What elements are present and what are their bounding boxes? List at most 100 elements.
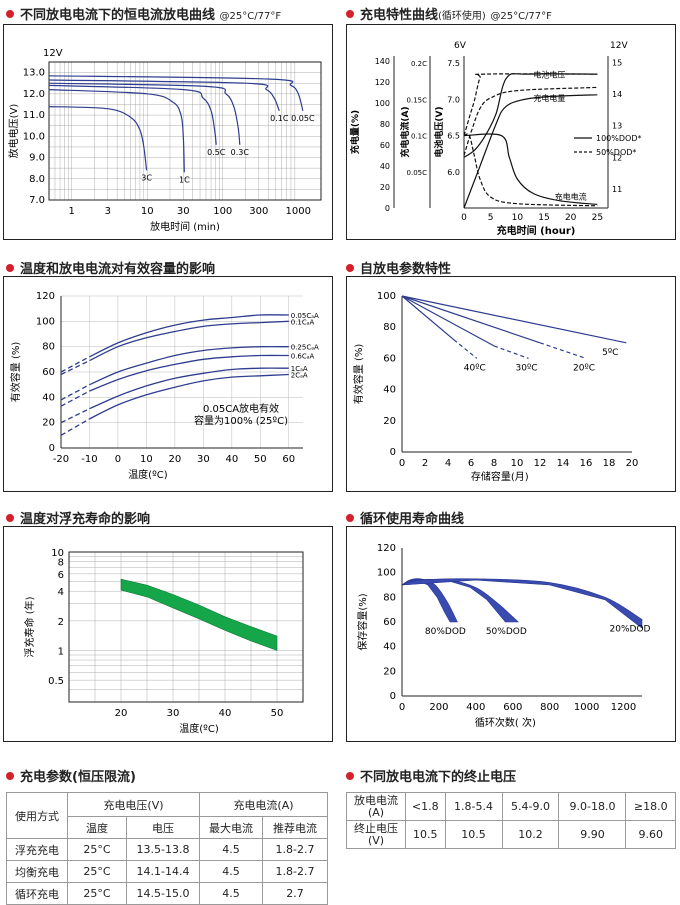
charge-curve [463, 133, 598, 205]
table-cell: 25°C [67, 882, 127, 905]
y-tick-label: 100 [36, 316, 55, 327]
x-tick-label: 40 [219, 708, 232, 719]
charge-params-table: 使用方式 充电电压(V) 充电电流(A) 温度 电压 最大电流 推荐电流 浮充充… [6, 792, 328, 905]
cutoff-voltage-title: 不同放电电流下的终止电压 [346, 766, 516, 785]
x-tick-label: 30 [167, 708, 180, 719]
table-subheader: 推荐电流 [262, 816, 328, 839]
x-tick-label: 20 [626, 458, 639, 469]
table-row: 均衡充电 25°C 14.1-14.4 4.5 1.8-2.7 [6, 860, 328, 883]
capacity-curve [89, 314, 289, 358]
y-tick-label: 100 [375, 99, 390, 108]
temp-capacity-title: 温度和放电电流对有效容量的影响 [6, 258, 215, 277]
y-axis-label: 充电电流(A) [399, 106, 411, 157]
capacity-curve [89, 373, 289, 420]
x-tick-label: 16 [580, 458, 593, 469]
capacity-curve-dashed [60, 408, 90, 424]
series-label: 50%DOD [486, 627, 527, 637]
x-tick-label: 14 [557, 458, 570, 469]
table-header: 充电电压(V) [67, 792, 200, 817]
y-tick-label: 1 [58, 646, 64, 657]
y-tick-label: 0.2C [411, 60, 427, 68]
bullet-icon [6, 264, 14, 272]
x-tick-label: 1 [69, 206, 75, 217]
annotation-text: 0.05CA放电有效 [203, 402, 279, 415]
cycle-life-title: 循环使用寿命曲线 [346, 508, 464, 527]
y-tick-label: 6.5 [447, 132, 460, 141]
y-tick-label: 12.0 [23, 89, 45, 100]
table-cell: 9.90 [558, 820, 627, 849]
series-label: 20ºC [573, 363, 595, 373]
charge-curve [463, 94, 598, 209]
chart-frame [346, 24, 676, 240]
bullet-icon [6, 772, 14, 780]
y-axis-label: 充电量(%) [349, 110, 361, 154]
x-tick-label: 2 [422, 458, 428, 469]
series-label: 20%DOD [610, 625, 651, 635]
table-subheader: 最大电流 [199, 816, 263, 839]
charge-curve [463, 73, 598, 136]
y-tick-label: 20 [380, 183, 390, 192]
y-tick-label: 13 [612, 122, 622, 131]
x-tick-label: 20 [115, 708, 128, 719]
bullet-icon [346, 10, 354, 18]
y-tick-label: 11 [612, 185, 622, 194]
x-axis-label: 放电时间 (min) [150, 220, 220, 233]
x-tick-label: 6 [468, 458, 474, 469]
table-header: 放电电流 (A) [346, 792, 406, 821]
bullet-icon [6, 10, 14, 18]
table-row: 终止电压 (V) 10.5 10.5 10.2 9.90 9.60 [346, 820, 676, 849]
x-tick-label: 200 [429, 702, 448, 713]
y-tick-label: 120 [36, 291, 55, 302]
x-tick-label: 4 [445, 458, 451, 469]
y-tick-label: 0.5 [48, 676, 64, 687]
bullet-icon [346, 772, 354, 780]
x-tick-label: 5 [488, 213, 494, 223]
x-axis-label: 循环次数( 次) [475, 716, 536, 729]
table-cell: 循环充电 [6, 882, 68, 905]
y-tick-label: 4 [58, 587, 64, 598]
y-tick-label: 60 [42, 367, 55, 378]
y-tick-label: 40 [383, 642, 396, 653]
x-tick-label: -20 [53, 454, 69, 465]
bullet-icon [346, 514, 354, 522]
y-tick-label: 0.05C [407, 169, 428, 177]
x-tick-label: 20 [169, 454, 182, 465]
cycle-life-band [401, 578, 643, 629]
discharge-chart: 1 3 10 30 100 300 1000 7.0 8.0 9.0 10.0 11.0 12.0 13.… [3, 24, 333, 240]
y-axis-label: 浮充寿命 (年) [23, 596, 36, 657]
y-tick-label: 40 [383, 385, 396, 396]
table-cell: 4.5 [199, 860, 263, 883]
table-cell: 均衡充电 [6, 860, 68, 883]
x-tick-label: 40 [225, 454, 238, 465]
x-tick-label: 600 [503, 702, 522, 713]
curve-label: 电池电压 [533, 70, 565, 80]
chart-frame [3, 24, 333, 240]
cycle-life-band [401, 578, 458, 623]
chart-frame [3, 276, 333, 492]
capacity-curve-dashed [60, 390, 90, 407]
y-tick-label: 20 [383, 666, 396, 677]
capacity-curve-dashed [60, 384, 90, 401]
y-tick-label: 6 [58, 570, 64, 581]
float-life-title: 温度对浮充寿命的影响 [6, 508, 150, 527]
x-tick-label: 18 [603, 458, 616, 469]
table-cell: 2.7 [262, 882, 328, 905]
chart-frame [346, 276, 676, 492]
x-tick-label: 8 [491, 458, 497, 469]
table-cell: 1.8-5.4 [444, 792, 503, 821]
table-cell: <1.8 [405, 792, 446, 821]
curve-label: 充电电量 [533, 93, 565, 103]
series-label: 40ºC [464, 363, 486, 373]
self-discharge-chart: 0 2 4 6 8 10 12 14 16 18 20 0 20 40 60 80 100 存储容量(月) 有效容量… [346, 276, 676, 492]
x-tick-label: 10 [141, 206, 154, 217]
x-tick-label: 0 [461, 213, 467, 223]
x-tick-label: 50 [254, 454, 267, 465]
y-tick-label: 0.15C [407, 96, 428, 104]
y-tick-label: 120 [377, 543, 396, 554]
y-tick-label: 8 [58, 558, 64, 569]
legend-label: 50%DOD* [596, 148, 636, 157]
series-label: 1CₐA [291, 365, 308, 373]
discharge-curve-0.3C [48, 82, 241, 145]
y-tick-label: 100 [377, 568, 396, 579]
y-tick-label: 11.0 [23, 110, 45, 121]
